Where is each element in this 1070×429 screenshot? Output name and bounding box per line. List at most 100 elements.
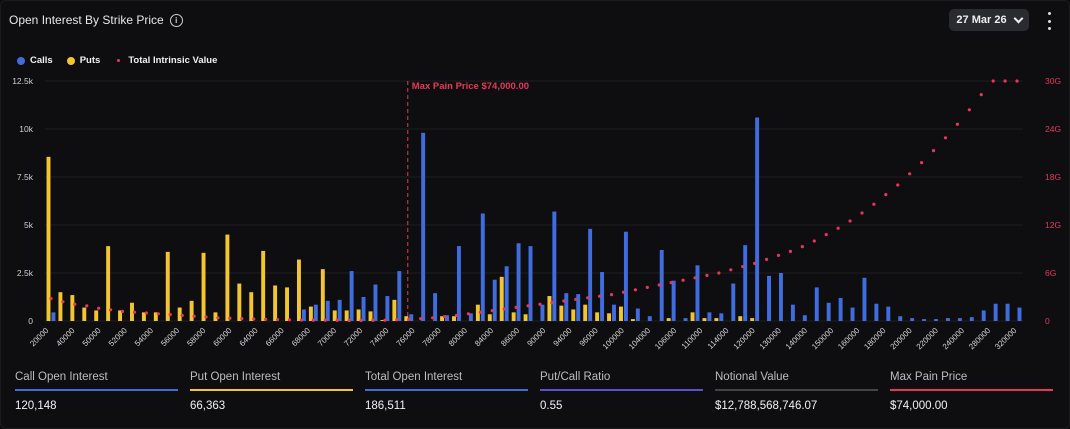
intrinsic-value-point bbox=[454, 313, 459, 317]
intrinsic-value-point bbox=[526, 304, 530, 308]
bar-calls bbox=[492, 279, 497, 321]
intrinsic-value-point bbox=[800, 245, 804, 249]
info-icon[interactable]: i bbox=[169, 13, 183, 27]
x-tick-label: 114000 bbox=[706, 326, 731, 351]
stat-value: 0.55 bbox=[540, 400, 563, 412]
bar-calls bbox=[886, 306, 891, 321]
bar-puts bbox=[475, 304, 480, 321]
intrinsic-value-point bbox=[729, 268, 733, 272]
bar-puts bbox=[296, 259, 301, 321]
x-tick-label: 80000 bbox=[447, 326, 469, 348]
intrinsic-value-point bbox=[168, 313, 172, 317]
stat-value: 120,148 bbox=[15, 400, 57, 412]
intrinsic-value-point bbox=[574, 297, 578, 301]
bar-puts bbox=[559, 305, 564, 321]
intrinsic-value-point bbox=[872, 202, 876, 206]
bar-puts bbox=[273, 285, 278, 321]
bar-puts bbox=[153, 312, 158, 321]
bar-calls bbox=[838, 297, 843, 321]
legend-item-calls[interactable]: Calls bbox=[17, 55, 53, 66]
legend-label-puts: Puts bbox=[79, 55, 101, 66]
bar-puts bbox=[750, 318, 755, 321]
x-tick-label: 110000 bbox=[680, 326, 705, 351]
x-tick-label: 280000 bbox=[967, 326, 993, 352]
x-tick-label: 100000 bbox=[601, 326, 627, 352]
max-pain-label: Max Pain Price $74,000.00 bbox=[412, 81, 529, 92]
x-tick-label: 160000 bbox=[836, 326, 862, 352]
intrinsic-value-point bbox=[860, 211, 864, 215]
intrinsic-value-point bbox=[228, 316, 232, 320]
intrinsic-value-point bbox=[550, 301, 554, 305]
bar-calls bbox=[934, 319, 938, 321]
intrinsic-value-point bbox=[705, 273, 709, 277]
bar-puts bbox=[404, 316, 409, 321]
chart-legend: Calls Puts Total Intrinsic Value bbox=[17, 55, 217, 66]
intrinsic-value-point bbox=[144, 311, 148, 315]
x-tick-label: 96000 bbox=[578, 326, 600, 348]
expiry-date-dropdown[interactable]: 27 Mar 26 bbox=[949, 9, 1029, 31]
bar-calls bbox=[528, 246, 533, 321]
intrinsic-value-point bbox=[49, 297, 53, 301]
bar-calls bbox=[719, 313, 724, 321]
intrinsic-value-point bbox=[836, 226, 840, 230]
x-tick-label: 150000 bbox=[810, 326, 836, 352]
bar-calls bbox=[623, 231, 628, 321]
expiry-date-label: 27 Mar 26 bbox=[956, 14, 1007, 26]
intrinsic-value-point bbox=[466, 312, 471, 316]
legend-item-puts[interactable]: Puts bbox=[66, 55, 101, 66]
intrinsic-value-point bbox=[395, 318, 399, 322]
legend-item-intrinsic[interactable]: Total Intrinsic Value bbox=[114, 55, 217, 66]
legend-dot-calls bbox=[17, 56, 25, 65]
intrinsic-value-point bbox=[156, 312, 160, 316]
bar-calls bbox=[659, 249, 664, 321]
intrinsic-value-point bbox=[275, 317, 280, 322]
intrinsic-value-point bbox=[967, 108, 971, 112]
y-left-tick-label: 12.5k bbox=[12, 76, 34, 86]
intrinsic-value-point bbox=[1003, 79, 1007, 83]
bar-calls bbox=[922, 319, 927, 321]
bar-puts bbox=[356, 309, 361, 321]
x-tick-label: 104000 bbox=[627, 326, 653, 352]
intrinsic-value-point bbox=[108, 308, 113, 312]
bar-puts bbox=[94, 310, 99, 321]
bar-calls bbox=[862, 277, 867, 321]
intrinsic-value-point bbox=[717, 271, 721, 275]
intrinsic-value-point bbox=[490, 309, 494, 313]
y-right-tick-label: 30G bbox=[1045, 76, 1061, 86]
intrinsic-value-point bbox=[311, 318, 315, 322]
y-right-tick-label: 0 bbox=[1045, 316, 1050, 326]
intrinsic-value-point bbox=[693, 276, 697, 280]
bar-calls bbox=[767, 275, 772, 321]
bar-puts bbox=[46, 156, 51, 321]
bar-puts bbox=[440, 316, 445, 321]
bar-calls bbox=[540, 304, 545, 321]
x-tick-label: 52000 bbox=[107, 326, 129, 348]
x-tick-label: 180000 bbox=[862, 326, 888, 352]
bar-puts bbox=[58, 292, 63, 321]
bar-calls bbox=[695, 265, 700, 321]
bar-calls bbox=[635, 308, 640, 321]
bar-calls bbox=[683, 318, 688, 321]
y-right-tick-label: 12G bbox=[1045, 220, 1061, 230]
stat-label: Total Open Interest bbox=[365, 371, 528, 391]
intrinsic-value-point bbox=[335, 318, 339, 322]
bar-calls bbox=[731, 283, 736, 321]
intrinsic-value-point bbox=[97, 306, 101, 310]
intrinsic-value-point bbox=[478, 310, 482, 314]
legend-label-calls: Calls bbox=[30, 55, 53, 66]
bar-calls bbox=[612, 304, 616, 321]
intrinsic-value-point bbox=[633, 288, 637, 292]
intrinsic-value-point bbox=[252, 317, 256, 321]
x-tick-label: 84000 bbox=[473, 326, 495, 348]
x-tick-label: 40000 bbox=[54, 326, 76, 348]
page-title: Open Interest By Strike Price bbox=[9, 13, 164, 27]
stat-1: Put Open Interest 66,363 bbox=[184, 371, 359, 412]
bar-puts bbox=[261, 250, 266, 321]
kebab-menu-icon[interactable] bbox=[1044, 12, 1054, 30]
x-tick-label: 120000 bbox=[732, 326, 758, 352]
bar-calls bbox=[301, 309, 306, 321]
bar-puts bbox=[452, 316, 456, 321]
intrinsic-value-point bbox=[753, 261, 757, 265]
bar-calls bbox=[456, 246, 461, 321]
intrinsic-value-point bbox=[741, 265, 745, 269]
